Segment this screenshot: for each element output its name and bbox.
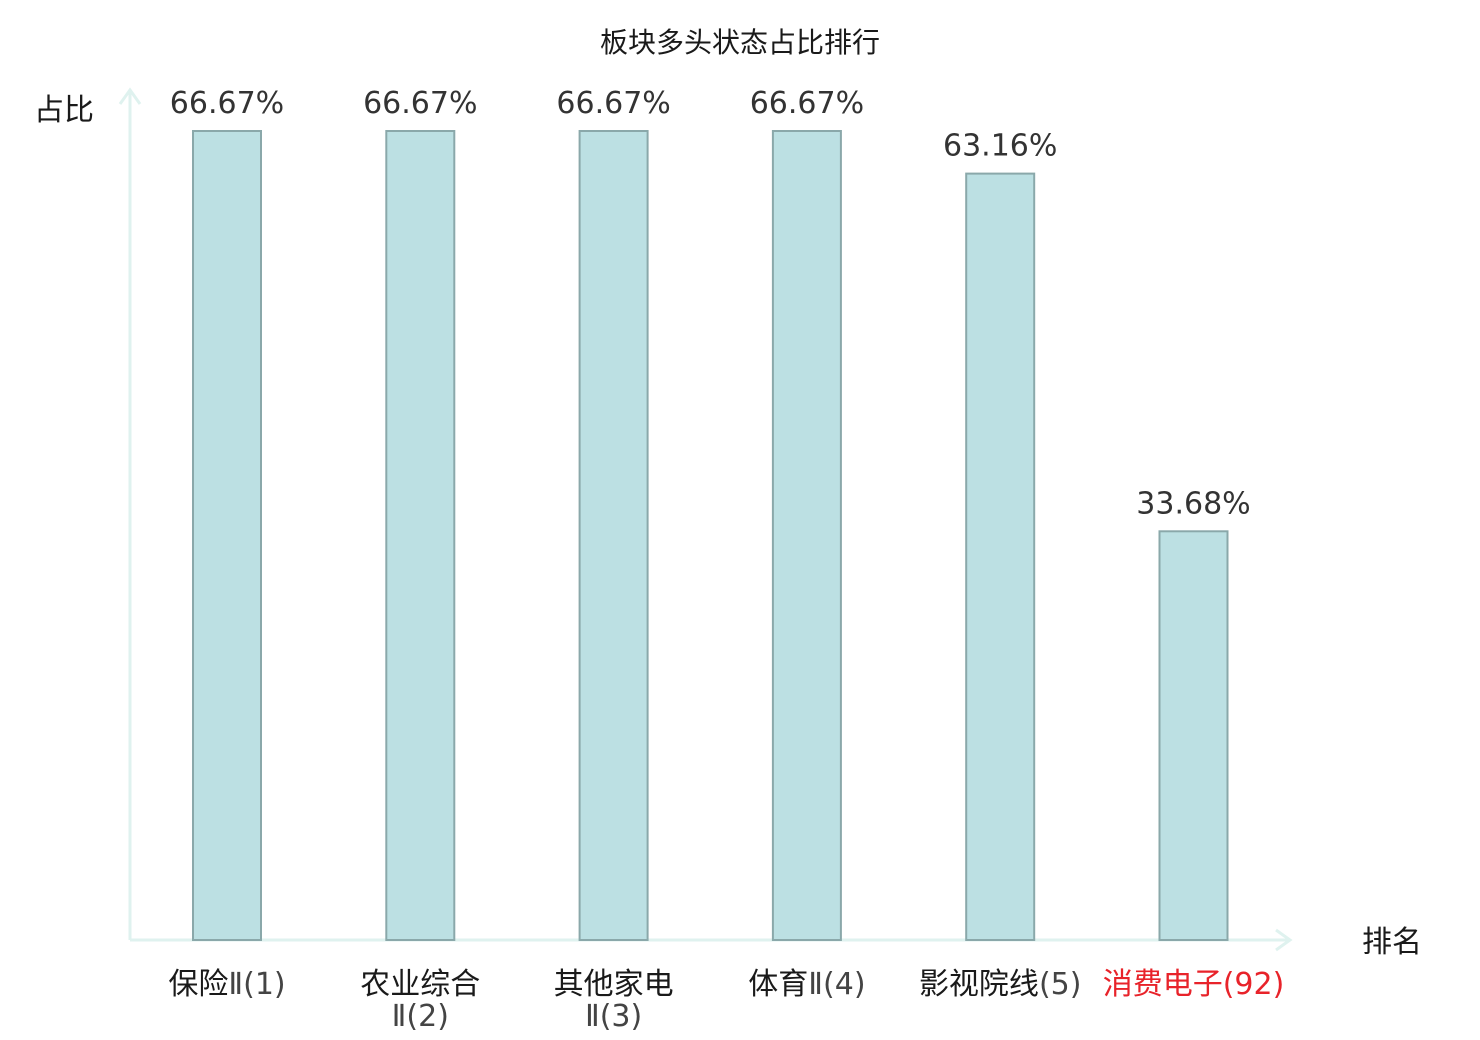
x-tick-label-main: 消费电子 bbox=[1103, 967, 1223, 1002]
x-tick-label: Ⅱ(2) bbox=[392, 999, 449, 1034]
chart-title: 板块多头状态占比排行 bbox=[600, 26, 880, 59]
x-tick-label: 消费电子(92) bbox=[1103, 967, 1285, 1002]
axes bbox=[118, 87, 1293, 952]
data-label: 66.67% bbox=[556, 86, 670, 121]
x-tick-label-suffix: Ⅱ(4) bbox=[808, 967, 865, 1002]
bar bbox=[578, 130, 649, 941]
x-tick-label: Ⅱ(3) bbox=[585, 999, 642, 1034]
x-tick-label-suffix: (92) bbox=[1223, 967, 1285, 1002]
bar bbox=[385, 130, 456, 941]
x-tick-label-main: 影视院线 bbox=[919, 967, 1039, 1002]
x-tick-label-main: 农业综合 bbox=[360, 967, 480, 1002]
x-tick-label-main: 其他家电 bbox=[554, 967, 674, 1002]
bars-group bbox=[192, 130, 1229, 942]
x-axis-label: 排名 bbox=[1362, 925, 1422, 960]
bar bbox=[771, 130, 842, 941]
x-tick-label: 其他家电 bbox=[554, 967, 674, 1002]
data-label: 66.67% bbox=[750, 86, 864, 121]
y-axis-label: 占比 bbox=[34, 93, 94, 128]
x-tick-label: 农业综合 bbox=[360, 967, 480, 1002]
x-tick-label-suffix: (5) bbox=[1039, 967, 1082, 1002]
x-tick-label: 保险Ⅱ(1) bbox=[168, 967, 285, 1002]
x-tick-label: 影视院线(5) bbox=[919, 967, 1081, 1002]
bar bbox=[965, 172, 1036, 942]
x-tick-label-suffix: Ⅱ(1) bbox=[228, 967, 285, 1002]
x-tick-label-main: 体育 bbox=[748, 967, 808, 1002]
data-label: 63.16% bbox=[943, 129, 1057, 164]
bar bbox=[192, 130, 262, 941]
x-tick-label: 体育Ⅱ(4) bbox=[748, 967, 865, 1002]
bar bbox=[1158, 530, 1229, 941]
x-axis-arrow-icon bbox=[1275, 928, 1293, 952]
data-label: 66.67% bbox=[363, 86, 477, 121]
x-tick-label-suffix: Ⅱ(3) bbox=[585, 999, 642, 1034]
data-label: 33.68% bbox=[1136, 486, 1250, 521]
value-labels-group: 66.67% 66.67% 66.67% 66.67% 63.16% 33.68% bbox=[170, 86, 1251, 521]
x-tick-label-main: 保险 bbox=[168, 967, 228, 1002]
data-label: 66.67% bbox=[170, 86, 284, 121]
y-axis-arrow-icon bbox=[118, 87, 142, 105]
x-tick-label-suffix: Ⅱ(2) bbox=[392, 999, 449, 1034]
